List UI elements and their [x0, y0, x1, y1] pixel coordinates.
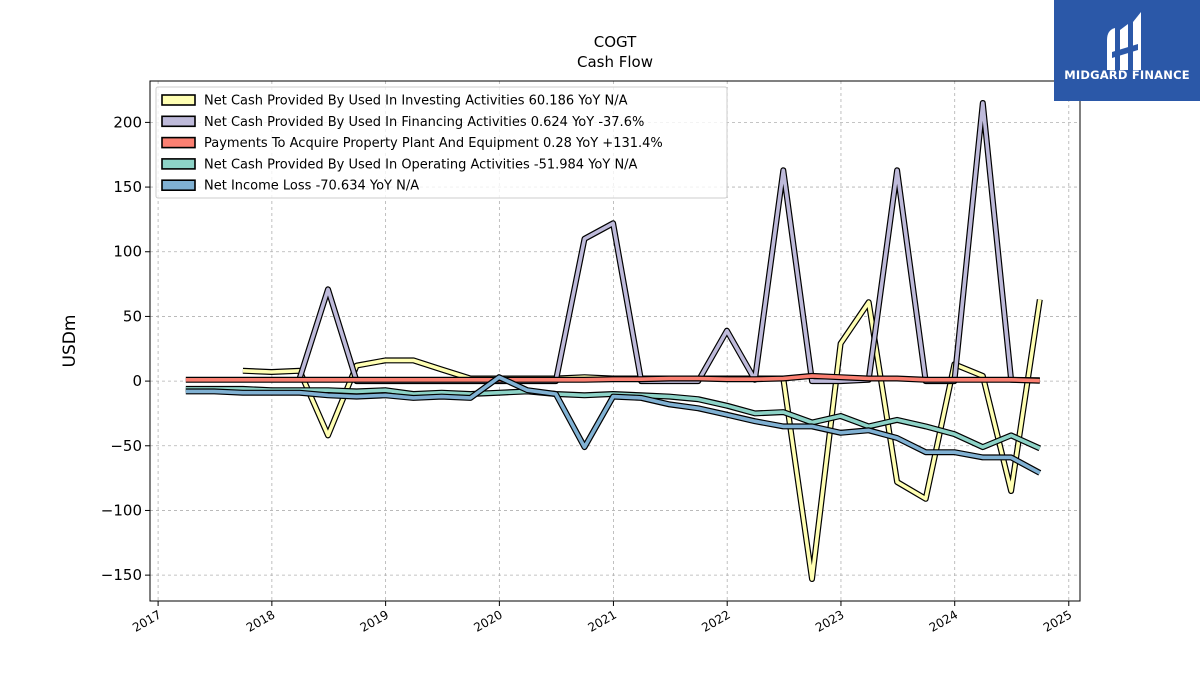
legend-swatch [161, 136, 196, 149]
series-line-5 [185, 374, 1042, 476]
x-tick-label: 2020 [471, 607, 504, 634]
y-tick-label: 150 [113, 178, 142, 196]
y-axis: −150 −100 −50 0 50 100 150 200 [101, 113, 150, 584]
y-tick-label: 200 [113, 113, 142, 131]
legend-entry: Net Cash Provided By Used In Investing A… [204, 94, 628, 109]
y-tick-label: 50 [123, 307, 142, 325]
y-tick-label: 100 [113, 243, 142, 261]
legend: Net Cash Provided By Used In Investing A… [155, 86, 728, 199]
logo-text: MIDGARD FINANCE [1064, 68, 1190, 82]
x-tick-label: 2021 [585, 607, 618, 634]
legend-swatch [161, 179, 196, 191]
plot-area-frame [149, 80, 1081, 602]
x-tick-label: 2017 [130, 607, 163, 634]
x-tick-label: 2022 [699, 607, 732, 634]
series-lines [185, 100, 1043, 582]
legend-box [155, 86, 728, 199]
legend-entry: Net Income Loss -70.634 YoY N/A [204, 179, 419, 194]
y-tick-label: −150 [101, 566, 142, 584]
x-tick-label: 2019 [358, 607, 391, 634]
x-tick-label: 2025 [1041, 607, 1074, 634]
x-tick-label: 2023 [813, 607, 846, 634]
midgard-logo-icon [1107, 12, 1141, 70]
series-stroke [185, 374, 1040, 383]
midgard-finance-logo: MIDGARD FINANCE [1054, 0, 1200, 101]
x-tick-label: 2024 [927, 607, 960, 634]
y-tick-label: 0 [132, 372, 142, 390]
x-tick-label: 2018 [244, 607, 277, 634]
y-tick-label: −100 [101, 501, 142, 519]
legend-entry: Net Cash Provided By Used In Operating A… [204, 157, 638, 172]
series-stroke [185, 375, 1041, 475]
legend-entry: Payments To Acquire Property Plant And E… [204, 136, 663, 151]
legend-swatch [161, 94, 196, 106]
chart-subtitle: Cash Flow [577, 53, 653, 71]
y-tick-label: −50 [110, 437, 142, 455]
legend-swatch [161, 115, 196, 128]
legend-swatch [161, 158, 196, 170]
chart-title: COGT [594, 33, 637, 51]
series-line-3 [185, 372, 1040, 384]
x-axis: 2017 2018 2019 2020 2021 2022 2023 2024 2025 [130, 601, 1074, 635]
legend-entry: Net Cash Provided By Used In Financing A… [204, 115, 644, 130]
y-axis-label: USDm [60, 315, 80, 368]
